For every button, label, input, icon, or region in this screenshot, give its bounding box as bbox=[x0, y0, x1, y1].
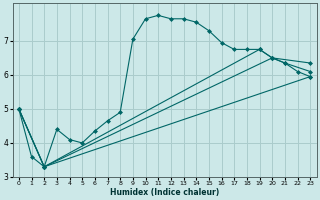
X-axis label: Humidex (Indice chaleur): Humidex (Indice chaleur) bbox=[110, 188, 219, 197]
